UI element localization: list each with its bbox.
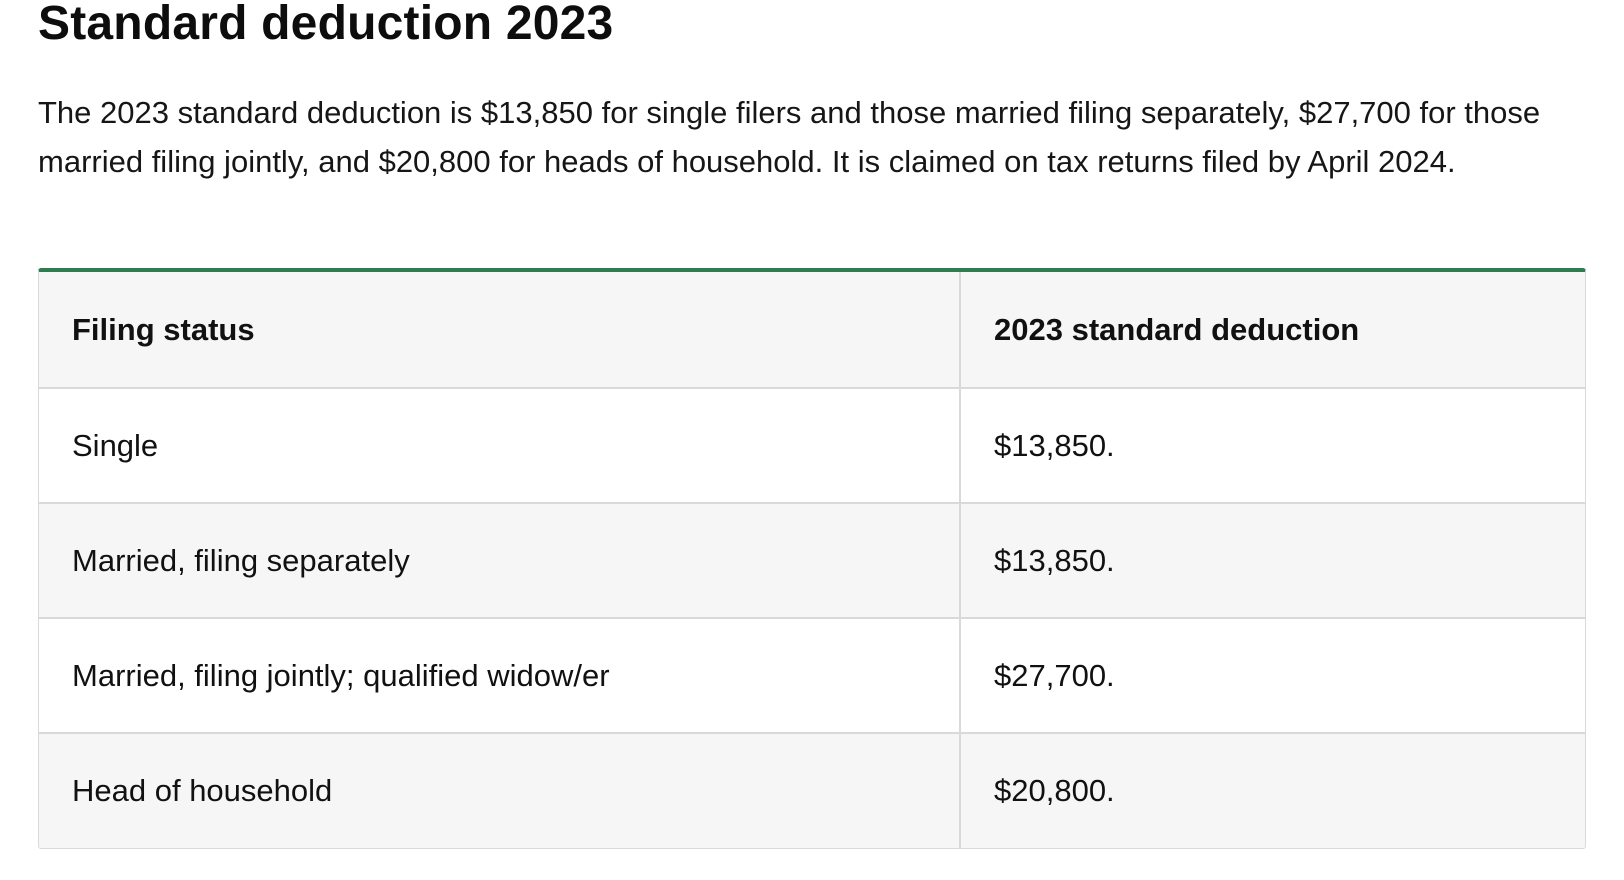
table-header-row: Filing status 2023 standard deduction xyxy=(39,272,1585,389)
filing-status-cell: Married, filing separately xyxy=(39,503,961,619)
filing-status-cell: Head of household xyxy=(39,733,961,848)
table-row: Head of household $20,800. xyxy=(39,733,1585,848)
deduction-table: Filing status 2023 standard deduction Si… xyxy=(39,272,1585,848)
table-row: Married, filing separately $13,850. xyxy=(39,503,1585,619)
deduction-table-container: Filing status 2023 standard deduction Si… xyxy=(38,268,1586,849)
column-header-filing-status: Filing status xyxy=(39,272,961,389)
filing-status-cell: Single xyxy=(39,388,961,504)
intro-paragraph: The 2023 standard deduction is $13,850 f… xyxy=(38,95,1541,179)
deduction-amount-cell: $27,700. xyxy=(960,618,1585,734)
page-title: Standard deduction 2023 xyxy=(38,0,614,50)
deduction-amount-cell: $20,800. xyxy=(960,733,1585,848)
column-header-standard-deduction: 2023 standard deduction xyxy=(960,272,1585,389)
table-row: Married, filing jointly; qualified widow… xyxy=(39,618,1585,734)
deduction-amount-cell: $13,850. xyxy=(960,503,1585,619)
filing-status-cell: Married, filing jointly; qualified widow… xyxy=(39,618,961,734)
table-row: Single $13,850. xyxy=(39,388,1585,504)
deduction-amount-cell: $13,850. xyxy=(960,388,1585,504)
